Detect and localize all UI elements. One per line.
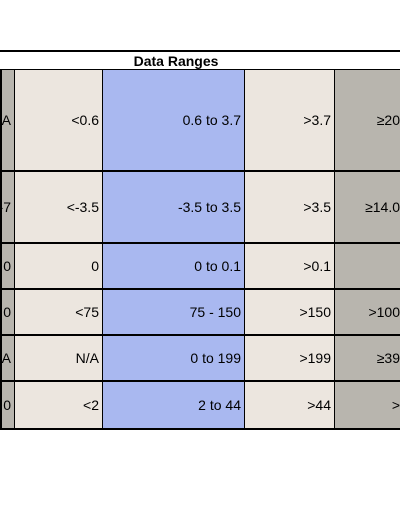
table-cell: /A <box>0 336 15 382</box>
table-cell: >0.1 <box>245 244 335 290</box>
table-cell: 0 <box>0 382 15 430</box>
table-cell: <0.6 <box>15 70 103 172</box>
table-title: Data Ranges <box>0 50 400 70</box>
table-cell: >44 <box>245 382 335 430</box>
table-cell: 0 <box>15 244 103 290</box>
table-cell: -7 <box>0 172 15 244</box>
table-cell: 2 to 44 <box>103 382 245 430</box>
table-cell: 0 to 199 <box>103 336 245 382</box>
table-cell: >3.5 <box>245 172 335 244</box>
table-cell: /A <box>0 70 15 172</box>
table-cell: > <box>335 382 400 430</box>
table-cell: >100 <box>335 290 400 336</box>
table-cell: >150 <box>245 290 335 336</box>
table-cell: >3.7 <box>245 70 335 172</box>
table-cell: ≥20 <box>335 70 400 172</box>
table-cell: <-3.5 <box>15 172 103 244</box>
table-cell: <75 <box>15 290 103 336</box>
table-cell: <2 <box>15 382 103 430</box>
table-cell: N/A <box>15 336 103 382</box>
table-cell: ≥39 <box>335 336 400 382</box>
table-cell: 75 - 150 <box>103 290 245 336</box>
table-cell: 0.6 to 3.7 <box>103 70 245 172</box>
table-cell <box>335 244 400 290</box>
table-cell: 0 to 0.1 <box>103 244 245 290</box>
table-cell: -3.5 to 3.5 <box>103 172 245 244</box>
table-cell: 0 <box>0 244 15 290</box>
table-cell: 0 <box>0 290 15 336</box>
table-cell: ≥14.0 <box>335 172 400 244</box>
table-cell: >199 <box>245 336 335 382</box>
